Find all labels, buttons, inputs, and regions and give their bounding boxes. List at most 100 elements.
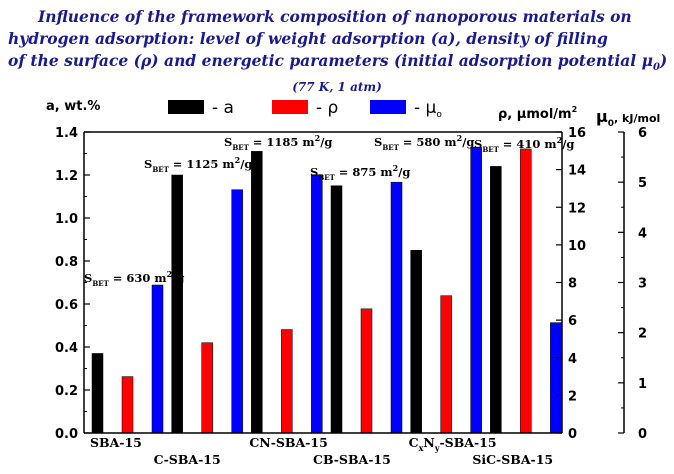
- category-label-mid: N: [423, 435, 434, 450]
- bet-annotation-s: S: [310, 165, 318, 179]
- right2-tick-label: 1: [638, 377, 647, 392]
- bet-annotation-sup: 2: [167, 269, 173, 279]
- bar-x-sba15: [121, 376, 134, 434]
- left-tick-label: 1.4: [55, 126, 78, 141]
- bet-annotation-s: S: [374, 135, 382, 149]
- right2-axis-label-unit: , kJ/mol: [614, 112, 660, 125]
- bet-annotation-sup: 2: [457, 133, 463, 143]
- bar-x-csba15: [231, 189, 243, 434]
- bar-a-csba15: [171, 174, 183, 434]
- left-tick-label: 1.0: [55, 212, 78, 227]
- right2-axis-label: μ0, kJ/mol: [596, 107, 660, 129]
- legend-label: - μo: [414, 98, 442, 120]
- bar-x-cnsba15: [311, 174, 323, 434]
- legend-label-text: - ρ: [316, 98, 338, 118]
- bet-annotation-value: = 875 m: [335, 165, 393, 179]
- legend-swatch: [168, 100, 204, 114]
- bet-annotation-sub: BET: [232, 143, 249, 152]
- left-tick-label: 0.6: [55, 298, 78, 313]
- category-label-sub: x: [419, 443, 424, 453]
- bar-x-sicsba15: [520, 148, 532, 434]
- bet-annotation-value: = 1125 m: [169, 157, 235, 171]
- bar-a-cxnysba15: [410, 250, 422, 434]
- bar-x-csba15: [201, 342, 213, 434]
- bet-annotation: SBET = 630 m2/g: [84, 269, 184, 288]
- left-tick-label: 0.4: [55, 341, 78, 356]
- right1-tick-label: 10: [568, 239, 586, 254]
- legend-swatch: [370, 100, 406, 114]
- category-label-text: CB-SBA-15: [313, 452, 391, 467]
- bet-annotation-sup: 2: [557, 135, 563, 145]
- category-label: CN-SBA-15: [249, 435, 327, 450]
- bet-annotation-sup: 2: [315, 133, 321, 143]
- category-label-text: CN-SBA-15: [249, 435, 327, 450]
- bet-annotation: SBET = 875 m2/g: [310, 163, 410, 182]
- legend-label-text: - μ: [414, 98, 437, 118]
- legend-label: - a: [212, 98, 234, 118]
- bet-annotation-s: S: [474, 137, 482, 151]
- title-line-3-sub: 0: [652, 62, 660, 74]
- bet-annotation: SBET = 580 m2/g: [374, 133, 474, 152]
- chart-subtitle: (77 K, 1 atm): [292, 80, 382, 94]
- left-tick-label: 0.8: [55, 255, 78, 270]
- right1-axis-label: ρ, μmol/m2: [498, 105, 577, 122]
- bet-annotation-unit: /g: [172, 271, 184, 285]
- bet-annotation-s: S: [84, 271, 92, 285]
- right2-tick-label: 0: [638, 427, 647, 442]
- right1-tick-label: 12: [568, 201, 586, 216]
- left-tick-label: 0.0: [55, 427, 78, 442]
- category-label: SiC-SBA-15: [472, 452, 553, 467]
- right2-axis-label-sub: 0: [608, 119, 614, 129]
- bet-annotation-value: = 410 m: [499, 137, 557, 151]
- legend-label: - ρ: [316, 98, 338, 118]
- left-axis-label: a, wt.%: [46, 99, 100, 114]
- right1-axis-label-sup: 2: [572, 105, 578, 114]
- bet-annotation: SBET = 1185 m2/g: [224, 133, 332, 152]
- right1-tick-label: 4: [568, 352, 577, 367]
- right2-tick-label: 2: [638, 327, 647, 342]
- bet-annotation-unit: /g: [562, 137, 574, 151]
- legend-label-text: - a: [212, 98, 234, 118]
- bet-annotation-unit: /g: [462, 135, 474, 149]
- category-label-text: C-SBA-15: [154, 452, 221, 467]
- bar-x-cbsba15: [360, 308, 373, 434]
- bet-annotation-unit: /g: [320, 135, 332, 149]
- left-tick-label: 0.2: [55, 384, 78, 399]
- category-label-post: -SBA-15: [439, 435, 496, 450]
- bet-annotation: SBET = 410 m2/g: [474, 135, 574, 154]
- right1-tick-label: 16: [568, 126, 586, 141]
- right2-tick-label: 3: [638, 277, 647, 292]
- bet-annotation-sub: BET: [382, 143, 399, 152]
- bet-annotation-s: S: [144, 157, 152, 171]
- bar-x-cbsba15: [390, 181, 403, 434]
- title-line-3: of the surface (ρ) and energetic paramet…: [8, 50, 668, 79]
- bar-x-cxnysba15: [470, 146, 482, 434]
- bet-annotation: SBET = 1125 m2/g: [144, 155, 252, 174]
- bet-annotation-s: S: [224, 135, 232, 149]
- right1-tick-label: 6: [568, 314, 577, 329]
- bar-x-cnsba15: [281, 329, 293, 434]
- title-line-3-text: of the surface (ρ) and energetic paramet…: [8, 51, 653, 70]
- bar-x-sba15: [151, 284, 164, 434]
- category-label-text: SBA-15: [90, 435, 142, 450]
- title-line-2: hydrogen adsorption: level of weight ads…: [8, 29, 608, 48]
- right2-axis-label-mu: μ: [596, 107, 608, 126]
- bet-annotation-sub: BET: [482, 145, 499, 154]
- legend-label-sub: o: [436, 110, 442, 120]
- bet-annotation-value: = 580 m: [399, 135, 457, 149]
- bet-annotation-value: = 630 m: [109, 271, 167, 285]
- bet-annotation-value: = 1185 m: [249, 135, 315, 149]
- bar-a-sicsba15: [490, 166, 502, 434]
- right1-axis-label-text: ρ, μmol/m: [498, 107, 572, 122]
- right1-tick-label: 2: [568, 389, 577, 404]
- bar-x-cxnysba15: [440, 295, 452, 434]
- bet-annotation-sup: 2: [393, 163, 399, 173]
- right2-tick-label: 4: [638, 226, 647, 241]
- bet-annotation-sub: BET: [318, 173, 335, 182]
- left-tick-label: 1.2: [55, 169, 78, 184]
- title-line-3-end: ): [659, 51, 668, 70]
- chart-title: Influence of the framework composition o…: [8, 6, 668, 79]
- bet-annotation-sub: BET: [92, 279, 109, 288]
- category-label: CxNy-SBA-15: [409, 435, 497, 453]
